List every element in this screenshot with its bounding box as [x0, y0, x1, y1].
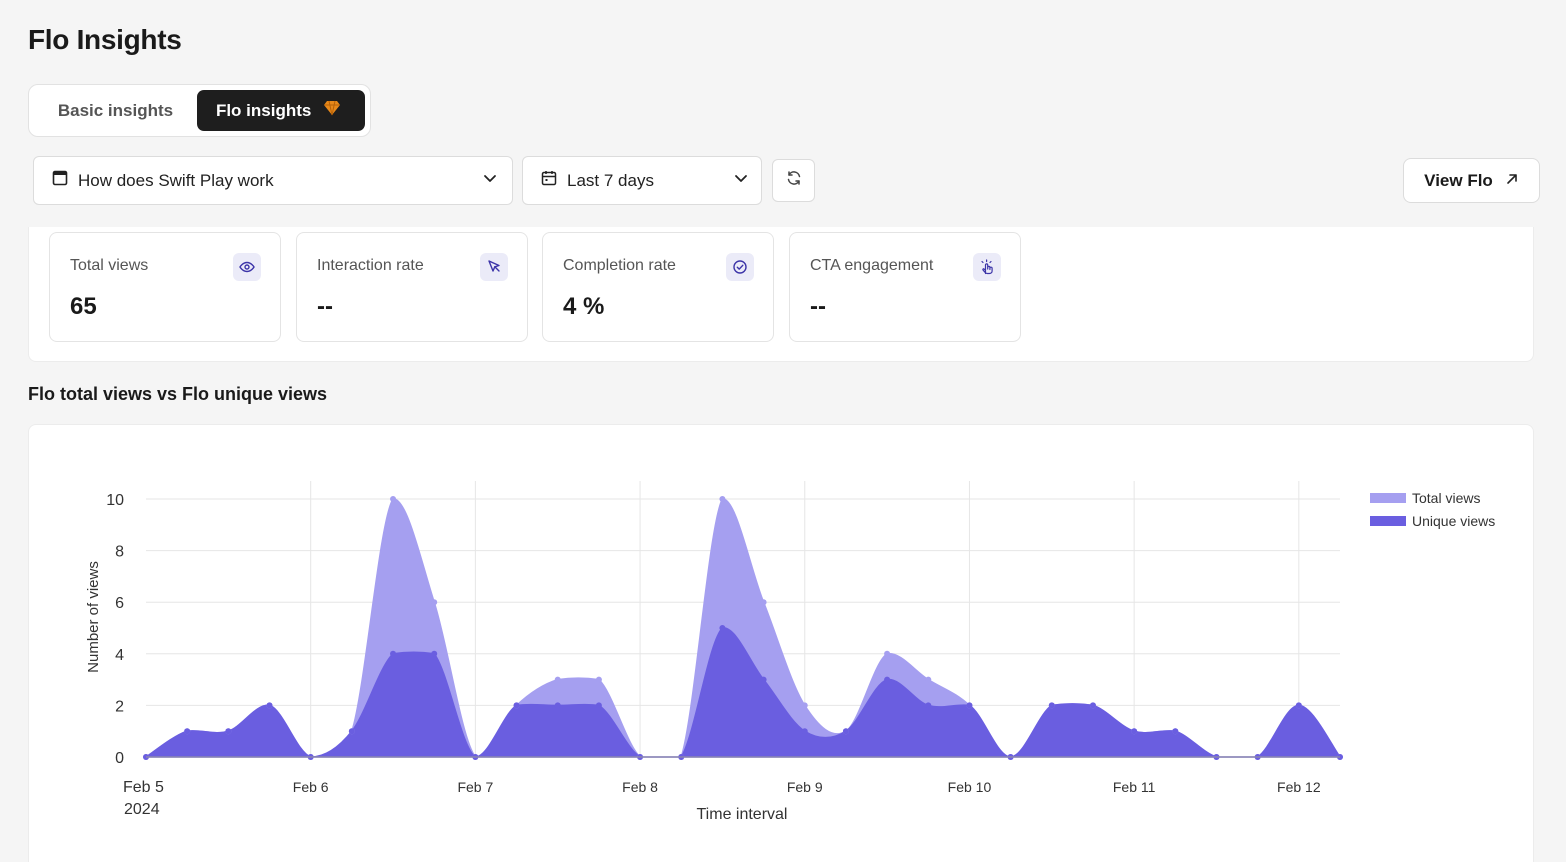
- refresh-icon: [786, 170, 802, 191]
- x-tick-label: Feb 8: [622, 779, 658, 795]
- tab-basic-insights[interactable]: Basic insights: [34, 90, 197, 131]
- series-area-unique-views: [143, 627, 1342, 758]
- data-point: [595, 676, 602, 683]
- view-flo-button[interactable]: View Flo: [1403, 158, 1540, 203]
- stat-card-total-views: Total views 65: [49, 232, 281, 342]
- refresh-button[interactable]: [772, 159, 815, 202]
- stat-card-completion-rate: Completion rate 4 %: [542, 232, 774, 342]
- data-point: [966, 702, 973, 709]
- x-tick-label: Feb 5: [123, 779, 164, 796]
- tab-flo-insights[interactable]: Flo insights: [196, 90, 365, 131]
- chevron-down-icon: [733, 170, 749, 191]
- data-point: [760, 676, 767, 683]
- data-point: [225, 728, 232, 735]
- view-flo-label: View Flo: [1424, 170, 1493, 190]
- x-tick-sublabel: 2024: [124, 801, 160, 818]
- x-tick-label: Feb 7: [457, 779, 493, 795]
- page-title: Flo Insights: [28, 24, 182, 55]
- legend-marker: [1385, 516, 1391, 522]
- stat-value: --: [317, 293, 333, 320]
- data-point: [266, 702, 273, 709]
- date-range-select[interactable]: Last 7 days: [522, 156, 762, 205]
- chart-title: Flo total views vs Flo unique views: [28, 384, 328, 404]
- stat-label: Completion rate: [563, 257, 676, 274]
- stat-card-interaction-rate: Interaction rate --: [296, 232, 528, 342]
- data-point: [554, 676, 561, 683]
- data-point: [390, 650, 397, 657]
- data-point: [925, 702, 932, 709]
- arrow-up-right-icon: [1505, 171, 1519, 191]
- stat-value: 4 %: [563, 293, 605, 320]
- chevron-down-icon: [482, 170, 498, 191]
- data-point: [801, 728, 808, 735]
- data-point: [431, 650, 438, 657]
- y-tick-label: 4: [115, 647, 124, 664]
- x-tick-label: Feb 6: [293, 779, 329, 795]
- data-point: [1295, 702, 1302, 709]
- y-tick-label: 8: [115, 544, 124, 561]
- calendar-icon: [541, 170, 557, 191]
- tap-hand-icon: [973, 253, 1001, 281]
- data-point: [513, 702, 520, 709]
- y-tick-label: 2: [115, 698, 124, 715]
- x-tick-label: Feb 11: [1113, 779, 1156, 795]
- data-point: [719, 496, 726, 502]
- data-point: [884, 650, 891, 657]
- stat-value: --: [810, 293, 826, 320]
- stat-value: 65: [70, 293, 97, 320]
- eye-icon: [233, 253, 261, 281]
- stat-card-cta-engagement: CTA engagement --: [789, 232, 1021, 342]
- data-point: [554, 702, 561, 709]
- check-circle-icon: [726, 253, 754, 281]
- gem-icon: [323, 100, 341, 121]
- legend-label: Unique views: [1412, 513, 1495, 529]
- x-axis-label: Time interval: [697, 806, 788, 823]
- data-point: [1089, 702, 1096, 709]
- data-point: [760, 599, 767, 606]
- views-area-chart: 0 2 4 6 8 10 Feb 5 2024 Feb 6 Feb 7 Feb 8 Feb 9 Feb …: [85, 481, 1495, 823]
- flo-select-value: How does Swift Play work: [78, 170, 274, 190]
- data-point: [842, 728, 849, 735]
- chart-legend: Total views Unique views: [1370, 490, 1495, 529]
- y-tick-label: 10: [106, 492, 124, 509]
- stats-panel: Total views 65 Interaction rate -- Compl…: [28, 227, 1534, 362]
- stat-label: Interaction rate: [317, 257, 424, 274]
- data-point: [595, 702, 602, 709]
- insights-tab-switcher: Basic insights Flo insights: [28, 84, 371, 137]
- data-point: [925, 676, 932, 683]
- flo-select[interactable]: How does Swift Play work: [33, 156, 513, 205]
- tab-basic-insights-label: Basic insights: [57, 100, 174, 120]
- data-point: [184, 728, 191, 735]
- data-point: [348, 728, 355, 735]
- x-tick-label: Feb 9: [787, 779, 823, 795]
- cursor-icon: [480, 253, 508, 281]
- tab-flo-insights-label: Flo insights: [215, 100, 312, 120]
- stat-label: CTA engagement: [810, 257, 934, 274]
- y-tick-label: 6: [115, 595, 124, 612]
- x-tick-label: Feb 12: [1277, 779, 1321, 795]
- data-point: [884, 676, 891, 683]
- data-point: [1172, 728, 1179, 735]
- legend-marker: [1385, 493, 1391, 499]
- window-icon: [52, 170, 68, 191]
- date-range-value: Last 7 days: [567, 170, 654, 190]
- data-point: [801, 702, 808, 709]
- stat-label: Total views: [70, 257, 149, 274]
- data-point: [1131, 728, 1138, 735]
- chart-axes: 0 2 4 6 8 10 Feb 5 2024 Feb 6 Feb 7 Feb 8 Feb 9 Feb …: [106, 492, 1340, 818]
- data-point: [390, 496, 397, 502]
- data-point: [719, 625, 726, 631]
- y-axis-label: Number of views: [85, 561, 102, 673]
- x-tick-label: Feb 10: [948, 779, 992, 795]
- chart-panel: 0 2 4 6 8 10 Feb 5 2024 Feb 6 Feb 7 Feb 8 Feb 9 Feb …: [28, 424, 1534, 862]
- data-point: [1048, 702, 1055, 709]
- legend-label: Total views: [1412, 490, 1480, 506]
- chart-areas: [143, 498, 1342, 758]
- data-point: [431, 599, 438, 606]
- y-tick-label: 0: [115, 750, 124, 767]
